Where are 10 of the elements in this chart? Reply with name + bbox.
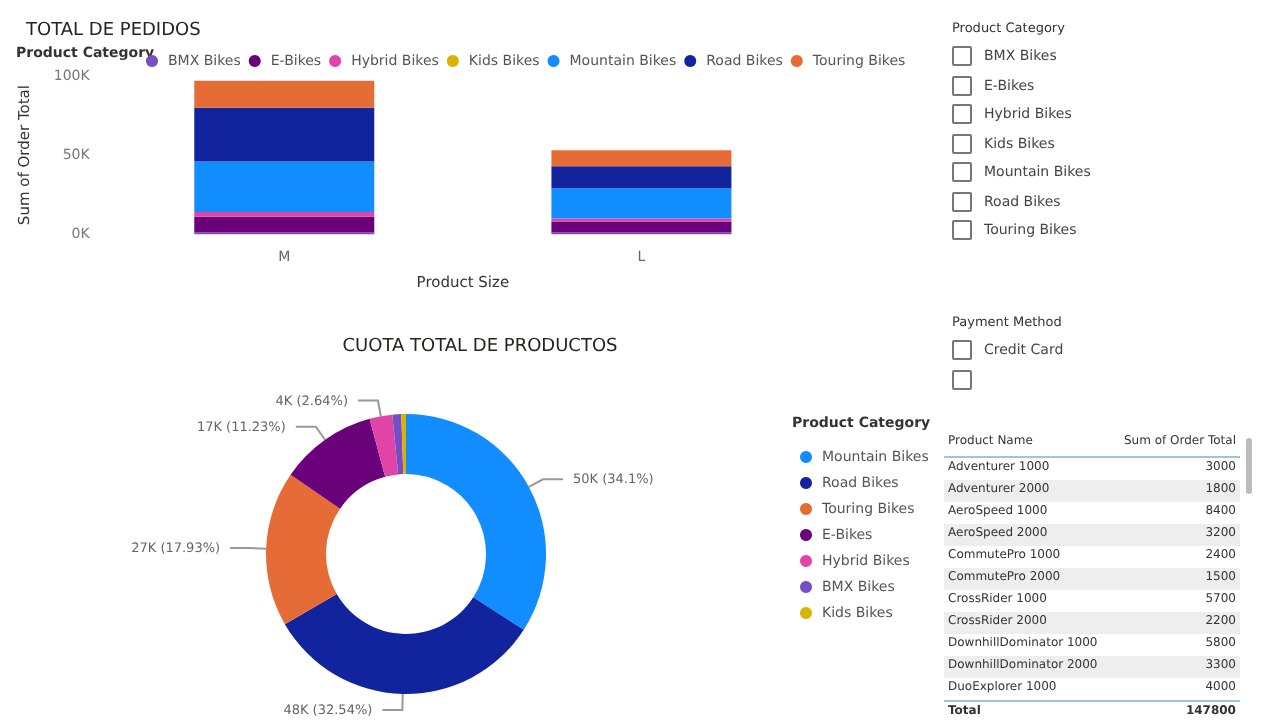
bar: [194, 107, 375, 162]
bar: [551, 166, 732, 189]
chart-title: TOTAL DE PEDIDOS: [24, 21, 202, 41]
bar: [551, 150, 732, 167]
bar: [194, 80, 375, 108]
bar: [551, 188, 732, 219]
chart-title: CUOTA TOTAL DE PRODUCTOS: [342, 337, 619, 357]
bar: [194, 161, 375, 213]
bar: [551, 221, 732, 233]
bar: [194, 216, 375, 233]
